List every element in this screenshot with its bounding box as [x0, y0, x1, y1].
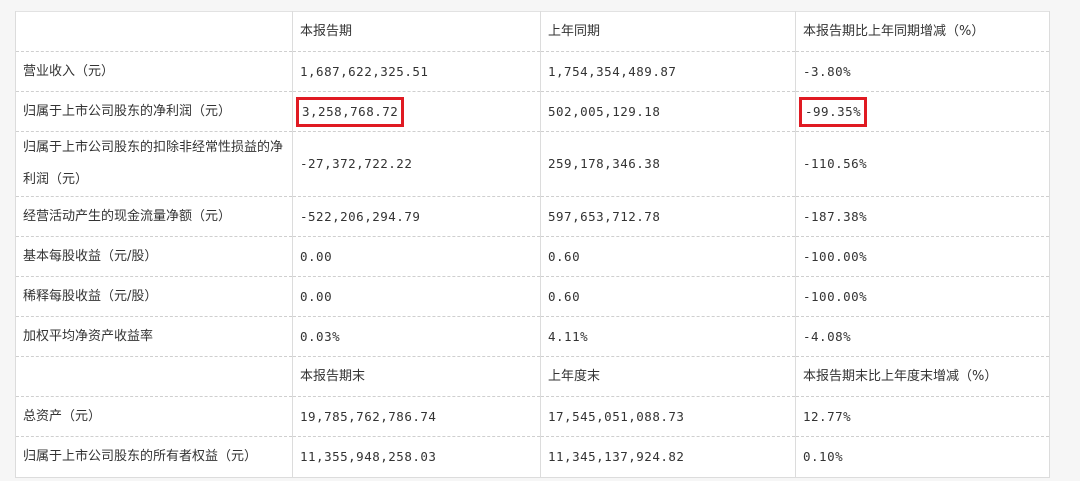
cell-col-2: 597,653,712.78: [540, 196, 796, 237]
cell-col-3: 本报告期末比上年度末增减（%）: [795, 356, 1050, 397]
cell-col-1: 0.00: [292, 276, 541, 317]
cell-col-1: 11,355,948,258.03: [292, 436, 541, 478]
cell-col-2: 0.60: [540, 236, 796, 277]
cell-col-3: -3.80%: [795, 51, 1050, 92]
cell-col-3: 0.10%: [795, 436, 1050, 478]
cell-col-0: 基本每股收益（元/股）: [15, 236, 293, 277]
cell-col-2: 502,005,129.18: [540, 91, 796, 132]
table-row: 经营活动产生的现金流量净额（元） -522,206,294.79 597,653,7…: [15, 196, 1050, 237]
cell-col-2: 11,345,137,924.82: [540, 436, 796, 478]
cell-col-0: [15, 11, 293, 52]
cell-col-2: 17,545,051,088.73: [540, 396, 796, 437]
table-row: 加权平均净资产收益率 0.03% 4.11% -4.08%: [15, 316, 1050, 357]
cell-col-2: 0.60: [540, 276, 796, 317]
highlight-box: 3,258,768.72: [295, 96, 405, 127]
cell-col-2: 上年度末: [540, 356, 796, 397]
highlight-box: -99.35%: [798, 96, 868, 127]
cell-col-1: 0.00: [292, 236, 541, 277]
cell-col-0: 经营活动产生的现金流量净额（元）: [15, 196, 293, 237]
cell-col-0: 营业收入（元）: [15, 51, 293, 92]
table-row: 营业收入（元） 1,687,622,325.51 1,754,354,489.87-…: [15, 51, 1050, 92]
cell-col-3: 本报告期比上年同期增减（%）: [795, 11, 1050, 52]
cell-col-2: 上年同期: [540, 11, 796, 52]
table-row: 基本每股收益（元/股） 0.00 0.60 -100.00%: [15, 236, 1050, 277]
cell-col-0: [15, 356, 293, 397]
cell-col-0: 总资产（元）: [15, 396, 293, 437]
cell-col-3: -100.00%: [795, 276, 1050, 317]
cell-col-1: 19,785,762,786.74: [292, 396, 541, 437]
cell-col-0: 稀释每股收益（元/股）: [15, 276, 293, 317]
cell-col-2: 259,178,346.38: [540, 131, 796, 197]
cell-col-3: -4.08%: [795, 316, 1050, 357]
cell-col-1: 本报告期末: [292, 356, 541, 397]
table-row: 总资产（元） 19,785,762,786.74 17,545,051,088.73…: [15, 396, 1050, 437]
table-row: 归属于上市公司股东的扣除非经常性损益的净利润（元） -27,372,722.22 2…: [15, 131, 1050, 197]
header-row: 本报告期 上年同期 本报告期比上年同期增减（%）: [15, 11, 1050, 52]
cell-col-2: 1,754,354,489.87: [540, 51, 796, 92]
table-row: 归属于上市公司股东的所有者权益（元） 11,355,948,258.03 11,34…: [15, 436, 1050, 478]
cell-col-1: 本报告期: [292, 11, 541, 52]
cell-col-1: -27,372,722.22: [292, 131, 541, 197]
financial-summary-table: 本报告期 上年同期 本报告期比上年同期增减（%） 营业收入（元） 1,687,622,3…: [15, 11, 1050, 478]
cell-col-0: 归属于上市公司股东的净利润（元）: [15, 91, 293, 132]
cell-col-2: 4.11%: [540, 316, 796, 357]
cell-col-3: -110.56%: [795, 131, 1050, 197]
table-row: 稀释每股收益（元/股） 0.00 0.60 -100.00%: [15, 276, 1050, 317]
cell-col-0: 加权平均净资产收益率: [15, 316, 293, 357]
table-row: 归属于上市公司股东的净利润（元） 3,258,768.72 502,005,129.…: [15, 91, 1050, 132]
cell-col-1: 0.03%: [292, 316, 541, 357]
cell-col-0: 归属于上市公司股东的所有者权益（元）: [15, 436, 293, 478]
subheader-row: 本报告期末 上年度末 本报告期末比上年度末增减（%）: [15, 356, 1050, 397]
cell-col-3: -187.38%: [795, 196, 1050, 237]
cell-col-3: -100.00%: [795, 236, 1050, 277]
cell-col-1: 3,258,768.72: [292, 91, 541, 132]
cell-col-0: 归属于上市公司股东的扣除非经常性损益的净利润（元）: [15, 131, 293, 197]
cell-col-1: 1,687,622,325.51: [292, 51, 541, 92]
cell-col-1: -522,206,294.79: [292, 196, 541, 237]
cell-col-3: 12.77%: [795, 396, 1050, 437]
cell-col-3: -99.35%: [795, 91, 1050, 132]
